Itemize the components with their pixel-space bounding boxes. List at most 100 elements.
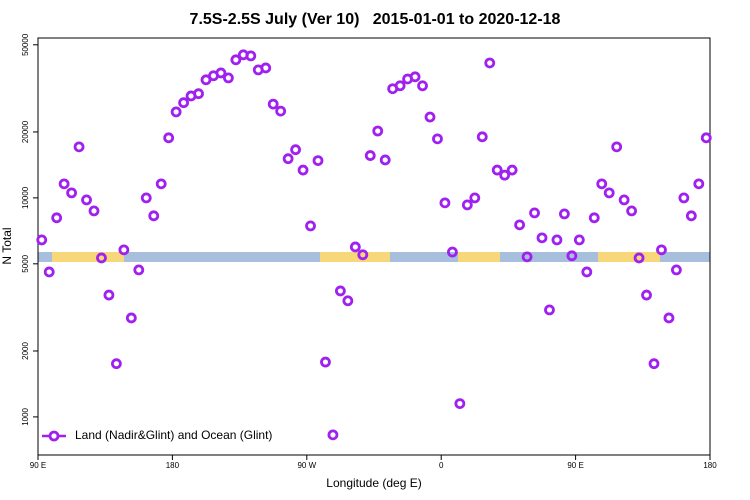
data-point: [611, 141, 623, 153]
data-point: [357, 249, 369, 261]
data-point: [566, 250, 578, 262]
data-point: [685, 210, 697, 222]
x-tick-label: 180: [703, 461, 717, 470]
data-point: [334, 285, 346, 297]
data-point: [506, 164, 518, 176]
data-point: [267, 98, 279, 110]
x-tick-label: 90 E: [567, 461, 583, 470]
data-point: [678, 192, 690, 204]
data-point: [193, 88, 204, 100]
data-point: [439, 197, 451, 209]
data-point: [432, 133, 443, 145]
data-point: [700, 132, 712, 144]
data-point: [342, 295, 354, 307]
data-point: [125, 312, 137, 324]
data-point: [559, 208, 570, 220]
data-point: [148, 210, 160, 222]
data-point: [88, 205, 100, 217]
data-point: [663, 312, 675, 324]
chart-title: 7.5S-2.5S July (Ver 10) 2015-01-01 to 20…: [190, 11, 561, 28]
data-point: [96, 252, 107, 264]
data-point: [43, 266, 55, 278]
data-point: [178, 97, 190, 109]
data-point: [379, 154, 391, 166]
data-point: [51, 212, 63, 224]
data-point: [215, 67, 227, 79]
data-point: [476, 131, 488, 143]
y-tick-label: 5000: [21, 254, 30, 272]
x-tick-label: 180: [166, 461, 180, 470]
legend-label: Land (Nadir&Glint) and Ocean (Glint): [75, 428, 272, 442]
legend-marker: [48, 430, 60, 442]
data-point: [529, 207, 540, 219]
data-point: [641, 289, 652, 301]
data-point: [372, 125, 384, 137]
y-tick-label: 20000: [21, 120, 30, 143]
data-point: [58, 178, 70, 190]
data-point: [588, 212, 600, 224]
data-point: [671, 264, 682, 276]
data-point: [260, 62, 272, 74]
surface-band: [38, 252, 710, 262]
x-axis-label: Longitude (deg E): [326, 476, 421, 490]
data-point: [320, 356, 331, 368]
data-point: [424, 111, 436, 123]
data-point: [618, 194, 630, 206]
data-point: [648, 358, 660, 370]
data-point: [312, 155, 324, 166]
data-point: [469, 192, 481, 204]
data-point: [454, 398, 466, 410]
data-point: [461, 199, 473, 211]
data-point: [140, 192, 152, 204]
data-point: [170, 106, 182, 118]
y-tick-label: 10000: [21, 186, 30, 209]
data-point: [327, 429, 339, 441]
y-tick-label: 2000: [21, 342, 30, 360]
data-point: [544, 304, 555, 316]
data-point: [305, 220, 316, 232]
data-point: [245, 50, 257, 62]
data-point: [297, 164, 309, 176]
data-point: [626, 205, 637, 217]
data-point: [573, 234, 585, 246]
data-point: [446, 246, 458, 258]
data-point: [111, 358, 122, 370]
x-tick-label: 90 E: [30, 461, 46, 470]
data-point: [499, 169, 511, 181]
y-tick-label: 50000: [21, 33, 30, 56]
data-point: [536, 232, 548, 244]
data-point: [394, 80, 406, 92]
data-point: [349, 241, 361, 253]
data-point: [282, 153, 294, 165]
data-point: [596, 178, 608, 190]
data-point: [275, 105, 287, 117]
data-point: [222, 72, 234, 84]
data-point: [484, 57, 496, 69]
x-tick-label: 90 W: [297, 461, 316, 470]
data-point: [521, 251, 533, 263]
data-point: [155, 178, 167, 190]
data-point: [551, 234, 563, 246]
data-point: [133, 264, 145, 276]
data-point: [514, 219, 525, 231]
data-point: [163, 132, 175, 144]
data-point: [491, 164, 503, 176]
data-point: [364, 150, 376, 161]
data-point: [603, 187, 615, 199]
plot-frame: [37, 37, 711, 456]
data-point: [656, 244, 667, 256]
y-tick-label: 1000: [21, 407, 30, 425]
data-point: [290, 144, 302, 156]
data-point: [118, 244, 130, 256]
data-point: [66, 187, 77, 199]
data-point: [36, 234, 48, 246]
data-point: [633, 252, 645, 264]
data-point: [581, 266, 593, 278]
data-point: [230, 54, 242, 66]
data-point: [73, 141, 85, 153]
data-point: [417, 80, 428, 92]
data-point: [81, 194, 92, 206]
data-point: [103, 289, 115, 301]
data-point: [693, 178, 705, 190]
